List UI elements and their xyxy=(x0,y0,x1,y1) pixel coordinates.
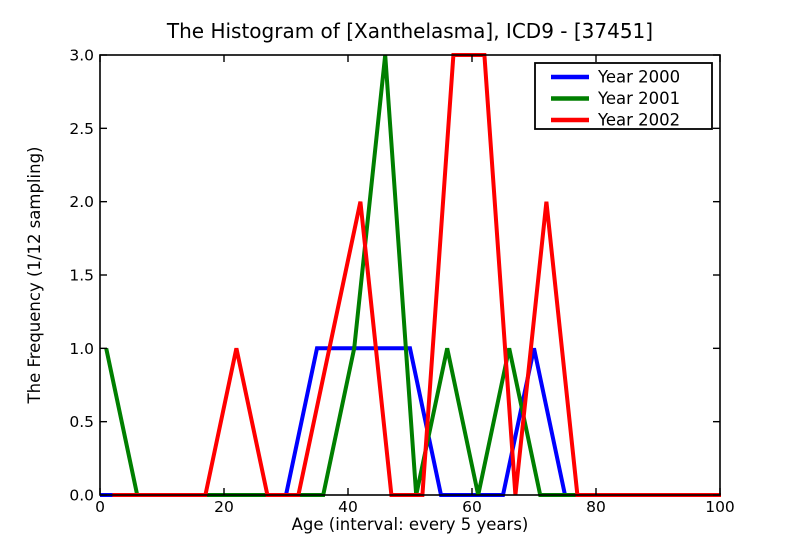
x-tick-label: 0 xyxy=(95,498,105,516)
chart-title: The Histogram of [Xanthelasma], ICD9 - [… xyxy=(166,19,653,43)
legend-label-year-2001: Year 2001 xyxy=(597,89,680,108)
y-tick-label: 0.5 xyxy=(69,413,94,431)
axis-tick-labels: 0 20 40 60 80 100 0.0 0.5 1.0 1.5 2.0 2.5 3.0 xyxy=(69,47,734,517)
y-tick-label: 0.0 xyxy=(69,487,94,505)
legend-label-year-2000: Year 2000 xyxy=(597,68,680,87)
legend: Year 2000 Year 2001 Year 2002 xyxy=(534,62,713,130)
x-axis-label: Age (interval: every 5 years) xyxy=(292,515,529,534)
x-tick-label: 60 xyxy=(462,498,482,516)
x-tick-label: 100 xyxy=(705,498,735,516)
axis-ticks xyxy=(99,54,721,496)
legend-item-year-2001: Year 2001 xyxy=(551,89,680,108)
legend-item-year-2002: Year 2002 xyxy=(551,111,680,130)
y-tick-label: 2.0 xyxy=(69,193,94,211)
y-tick-label: 1.5 xyxy=(69,267,94,285)
legend-label-year-2002: Year 2002 xyxy=(597,111,680,130)
x-tick-label: 40 xyxy=(338,498,358,516)
y-tick-label: 2.5 xyxy=(69,120,94,138)
y-axis-label: The Frequency (1/12 sampling) xyxy=(25,147,44,405)
x-tick-label: 20 xyxy=(214,498,234,516)
legend-item-year-2000: Year 2000 xyxy=(551,68,680,87)
y-tick-label: 1.0 xyxy=(69,340,94,358)
y-tick-label: 3.0 xyxy=(69,47,94,65)
x-tick-label: 80 xyxy=(586,498,606,516)
